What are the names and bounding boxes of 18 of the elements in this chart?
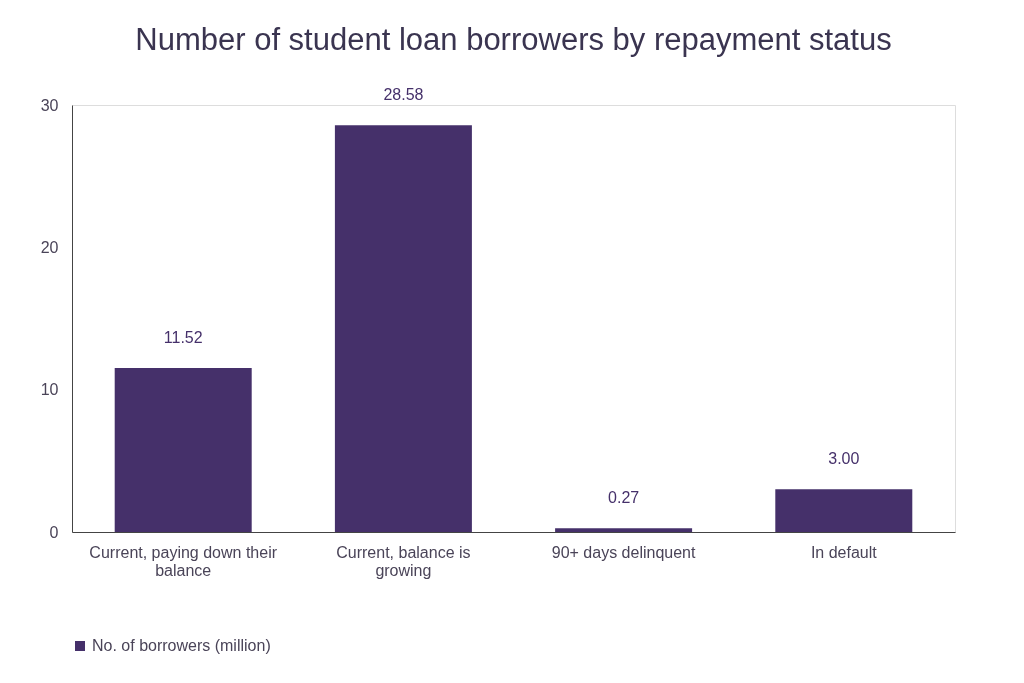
y-tick-label: 20	[40, 238, 59, 256]
bar	[114, 368, 252, 532]
data-label: 11.52	[163, 329, 203, 347]
x-tick-label: In default	[810, 543, 878, 561]
bar	[555, 528, 693, 532]
data-label: 28.58	[383, 86, 424, 104]
x-tick-label: Current, balance is growing	[336, 543, 471, 579]
legend-label: No. of borrowers (million)	[92, 637, 271, 654]
x-tick-label: Current, paying down their balance	[89, 543, 278, 579]
y-tick-label: 10	[40, 381, 59, 399]
bar	[334, 125, 472, 532]
chart-title: Number of student loan borrowers by repayment status	[135, 22, 892, 58]
bar	[775, 489, 913, 532]
y-tick-label: 0	[49, 523, 59, 541]
y-tick-label: 30	[40, 96, 59, 114]
data-label: 0.27	[608, 489, 640, 507]
data-label: 3.00	[828, 450, 860, 468]
x-tick-label: 90+ days delinquent	[551, 543, 696, 561]
